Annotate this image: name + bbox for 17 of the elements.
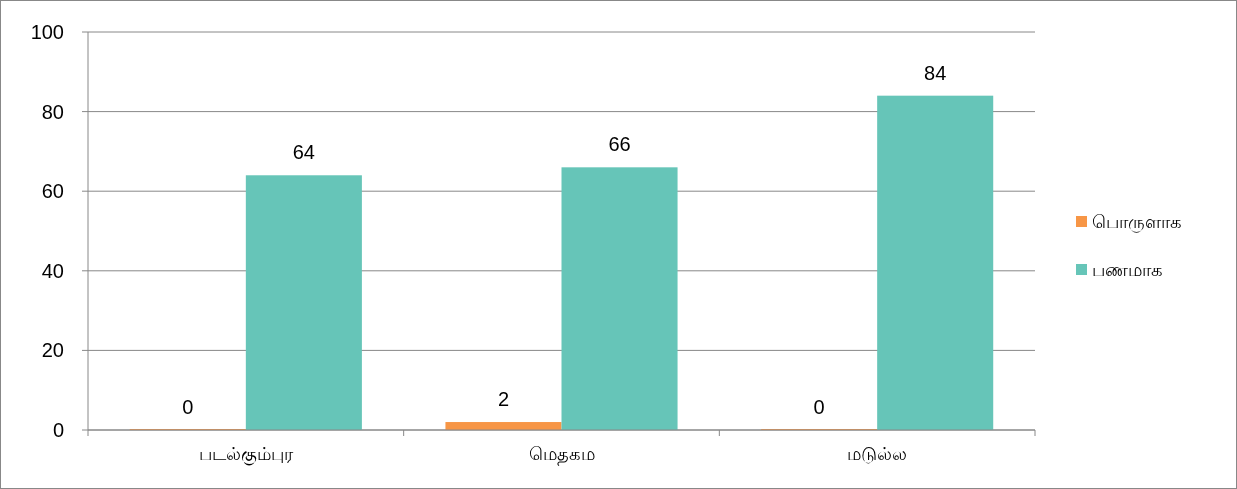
y-tick-label: 80 — [41, 100, 64, 123]
y-tick-label: 60 — [41, 180, 64, 203]
legend-label: பொருளாக — [1092, 212, 1182, 234]
data-label: 0 — [813, 396, 825, 418]
data-label: 2 — [497, 388, 510, 411]
y-tick-label: 0 — [52, 419, 64, 441]
legend-label: பணமாக — [1092, 260, 1163, 281]
x-tick-label: படல்கும்புர — [198, 444, 294, 466]
data-label: 0 — [182, 396, 194, 418]
data-label: 66 — [608, 133, 631, 156]
data-label: 64 — [292, 141, 315, 164]
y-tick-label: 40 — [41, 259, 64, 282]
y-tick-label: 20 — [41, 339, 64, 362]
x-tick-label: மடுல்ல — [847, 444, 908, 464]
data-label: 84 — [924, 61, 947, 84]
x-tick-label: மெதகம — [528, 444, 595, 466]
y-tick-label: 100 — [30, 21, 64, 43]
